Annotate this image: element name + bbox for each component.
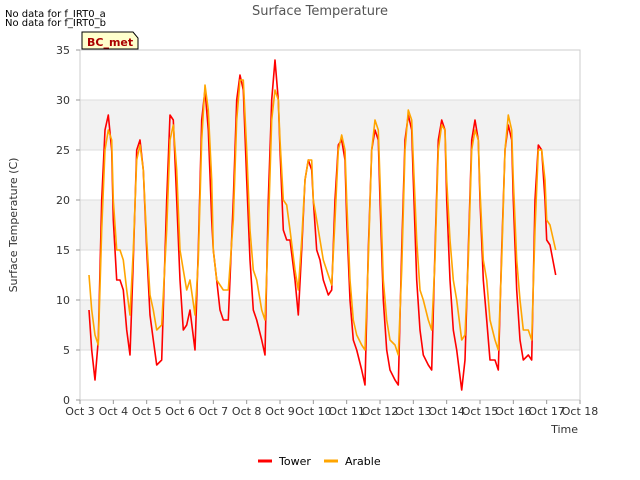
chart-title: Surface Temperature — [252, 4, 388, 19]
y-tick-label: 5 — [63, 344, 70, 357]
y-axis-label: Surface Temperature (C) — [7, 158, 20, 293]
x-tick-label: Oct 3 — [65, 405, 95, 418]
x-tick-label: Oct 8 — [232, 405, 262, 418]
y-tick-label: 15 — [56, 244, 70, 257]
x-tick-label: Oct 17 — [528, 405, 565, 418]
site-badge-box — [81, 31, 139, 50]
y-tick-label: 10 — [56, 294, 70, 307]
band — [80, 300, 580, 350]
y-tick-label: 20 — [56, 194, 70, 207]
y-tick-label: 25 — [56, 144, 70, 157]
y-tick-label: 35 — [56, 44, 70, 57]
site-badge: BC_met — [81, 31, 139, 50]
band — [80, 100, 580, 150]
series-lines — [88, 59, 557, 391]
x-tick-label: Oct 18 — [562, 405, 599, 418]
x-tick-label: Oct 5 — [132, 405, 162, 418]
legend-label-tower: Tower — [278, 455, 311, 468]
y-tick-label: 30 — [56, 94, 70, 107]
x-tick-label: Oct 4 — [99, 405, 129, 418]
site-badge-label: BC_met — [87, 36, 133, 49]
x-axis-ticks: Oct 3 Oct 4 Oct 5 Oct 6 Oct 7 Oct 8 Oct 9 Oct 1… — [65, 400, 598, 418]
x-tick-label: Oct 11 — [328, 405, 365, 418]
legend: Tower Arable — [258, 455, 381, 468]
no-data-note-1: No data for f_IRT0_a — [5, 9, 106, 20]
x-tick-label: Oct 9 — [265, 405, 295, 418]
no-data-note-2: No data for f_IRT0_b — [5, 18, 106, 29]
x-axis-label: Time — [550, 423, 578, 436]
x-tick-label: Oct 6 — [165, 405, 195, 418]
x-tick-label: Oct 16 — [495, 405, 532, 418]
x-tick-label: Oct 10 — [295, 405, 332, 418]
x-tick-label: Oct 13 — [395, 405, 432, 418]
x-tick-label: Oct 15 — [462, 405, 499, 418]
y-axis-ticks: 0 5 10 15 20 25 30 35 — [56, 44, 80, 407]
background-bands — [80, 100, 580, 350]
band — [80, 200, 580, 250]
x-tick-label: Oct 12 — [362, 405, 399, 418]
legend-label-arable: Arable — [345, 455, 381, 468]
y-tick-label: 0 — [63, 394, 70, 407]
plot-frame — [79, 49, 581, 401]
x-tick-label: Oct 7 — [199, 405, 229, 418]
x-tick-label: Oct 14 — [428, 405, 465, 418]
series-line-arable — [88, 79, 557, 356]
